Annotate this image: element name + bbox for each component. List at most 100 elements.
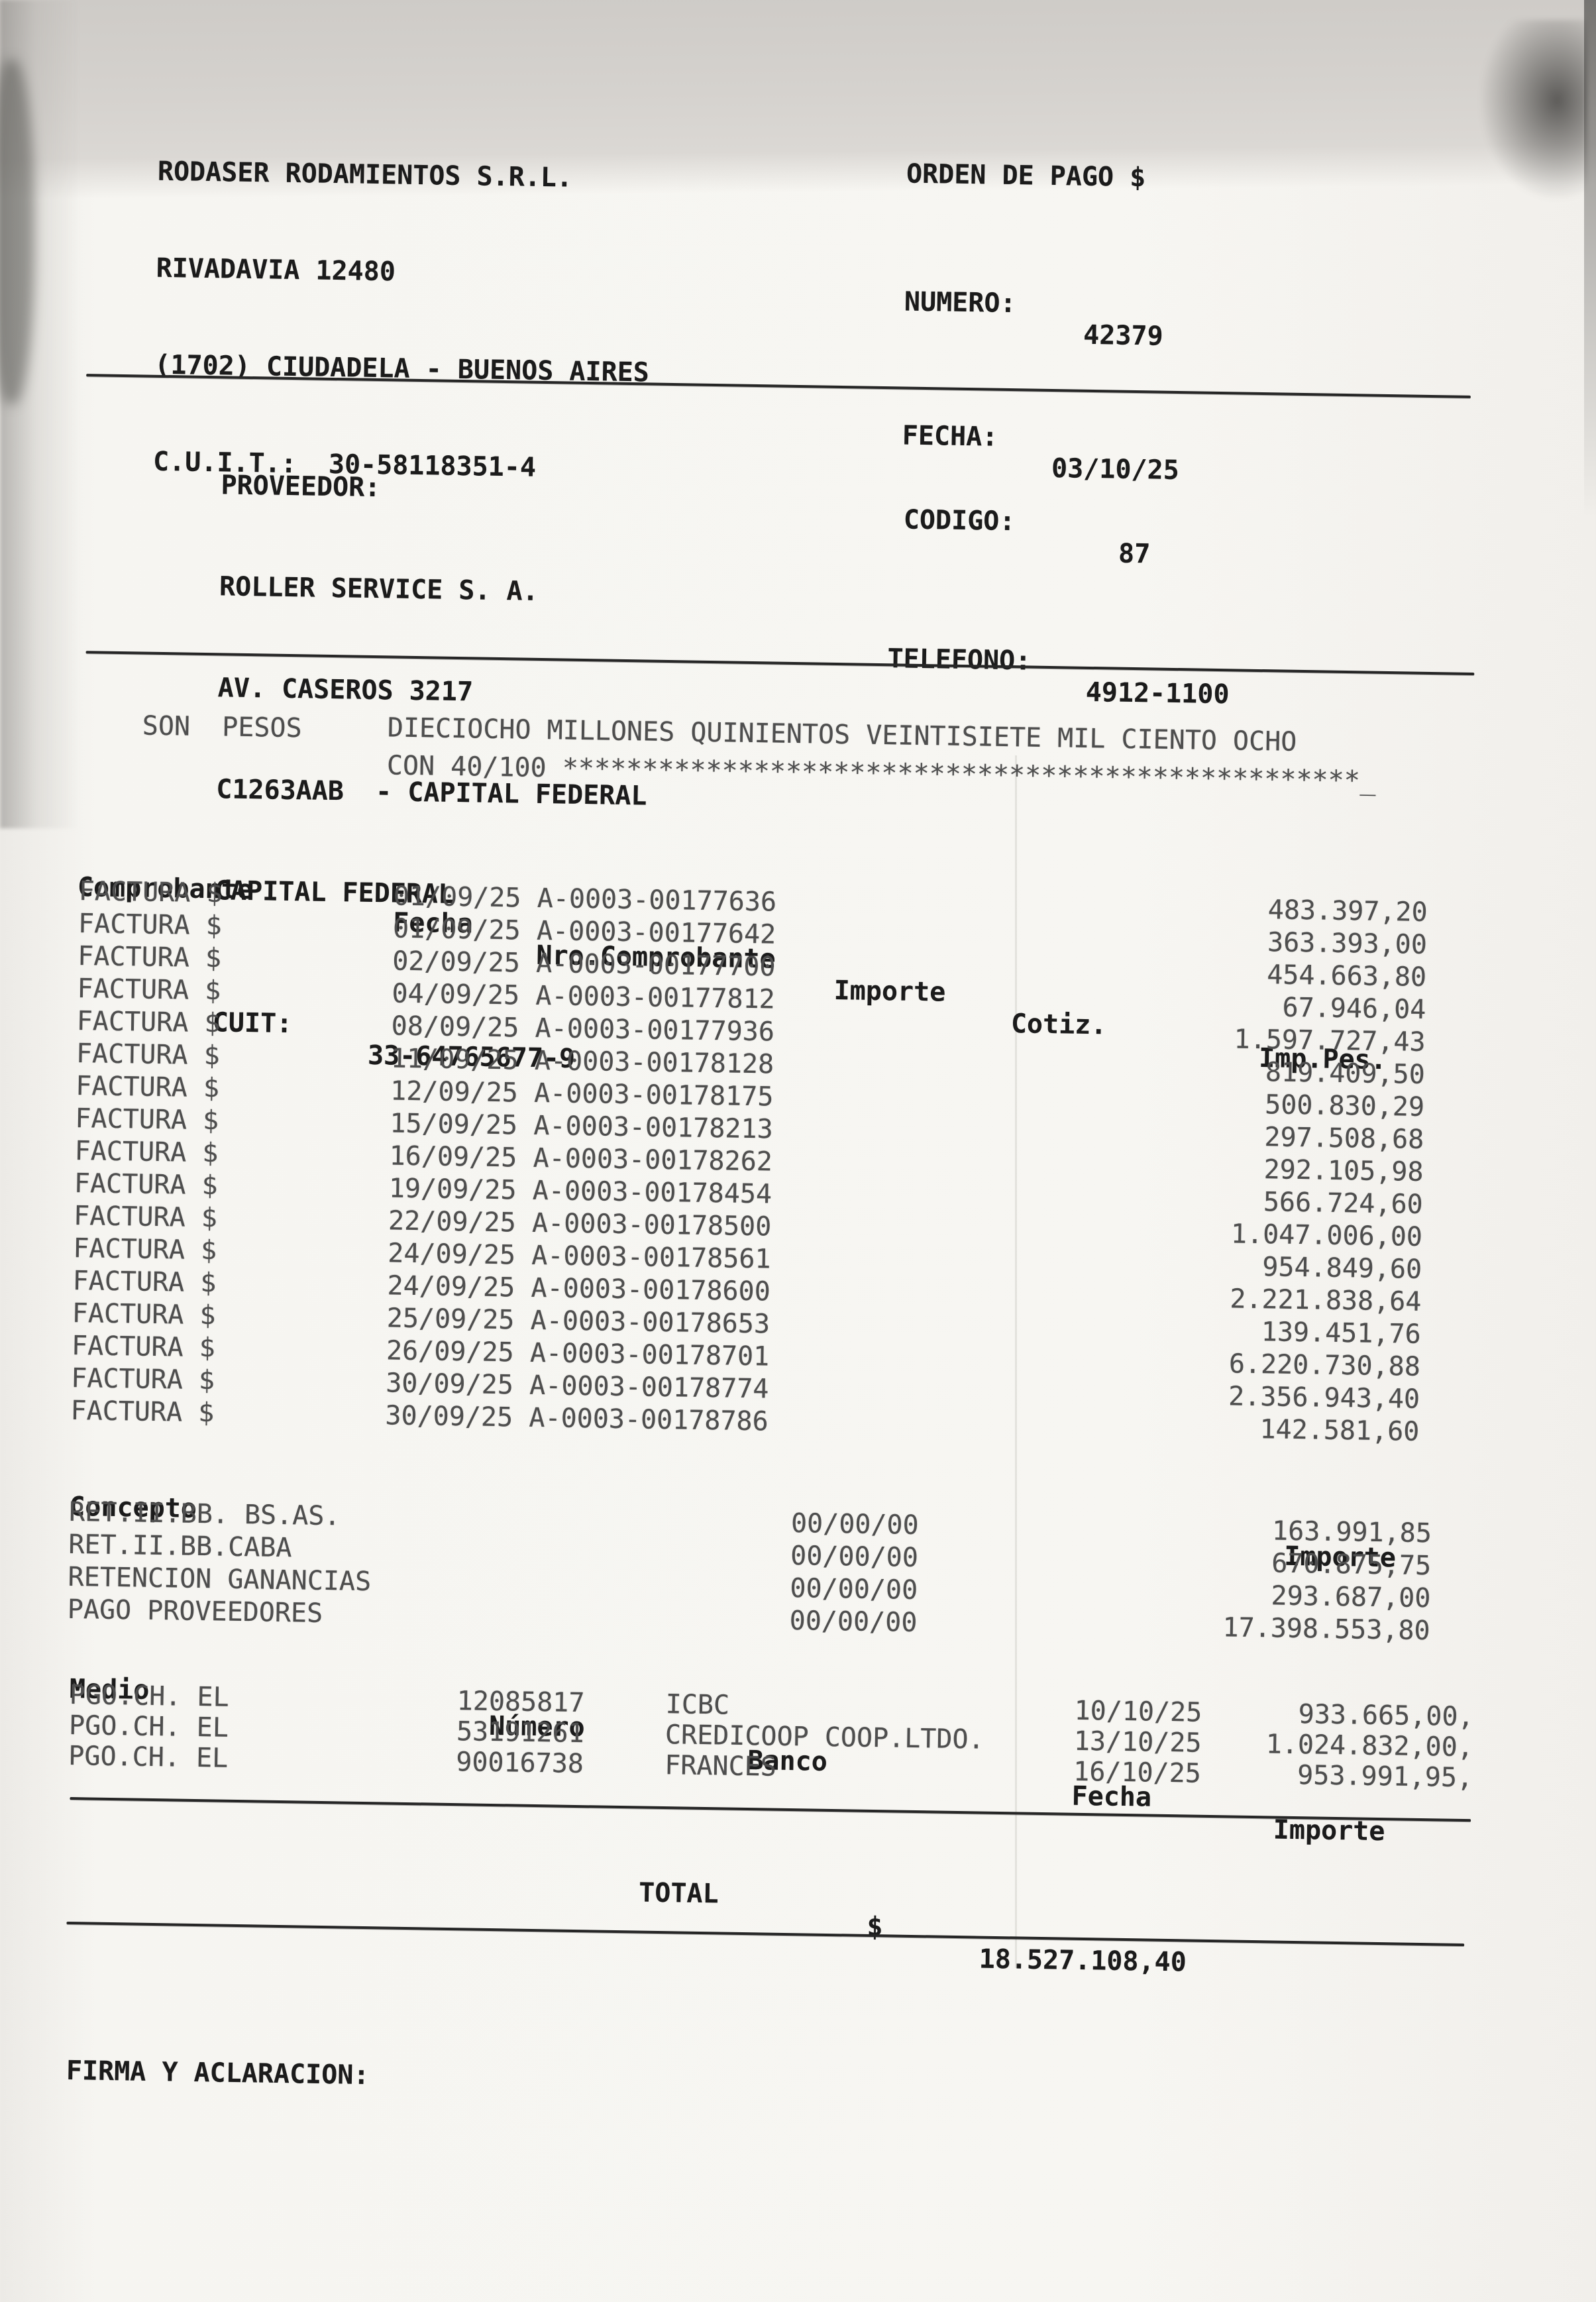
comprobante-tipo: FACTURA $ — [70, 1362, 215, 1396]
comprobante-tipo: FACTURA $ — [76, 1038, 221, 1071]
comprobante-imp-pes: 819.409,50 — [1265, 1057, 1426, 1090]
proveedor-code-label: CODIGO: — [903, 504, 1016, 537]
issuer-address: RIVADAVIA 12480 — [156, 252, 396, 288]
amount-words-prefix: SON PESOS — [142, 710, 302, 744]
comprobante-imp-pes: 139.451,76 — [1261, 1317, 1421, 1350]
order-number-value: 42379 — [1083, 319, 1164, 352]
issuer-city: (1702) CIUDADELA - BUENOS AIRES — [154, 349, 650, 388]
comprobante-tipo: FACTURA $ — [71, 1330, 216, 1364]
concepto-importe: 293.687,00 — [1271, 1580, 1431, 1614]
comprobante-fecha: 25/09/25 — [386, 1303, 515, 1336]
medio-numero: 53191261 — [456, 1716, 585, 1749]
comprobante-fecha: 12/09/25 — [390, 1075, 519, 1109]
comprobante-fecha: 19/09/25 — [388, 1173, 517, 1206]
comprobante-tipo: FACTURA $ — [77, 941, 222, 974]
order-number-label: NUMERO: — [904, 286, 1016, 319]
concepto-label: RET.II.BB.CABA — [68, 1529, 292, 1564]
comprobante-nro: A-0003-00178600 — [531, 1272, 771, 1307]
comprobante-fecha: 30/09/25 — [385, 1368, 514, 1401]
comprobante-nro: A-0003-00178262 — [533, 1142, 773, 1178]
comprobante-tipo: FACTURA $ — [73, 1233, 217, 1266]
comprobante-tipo: FACTURA $ — [75, 1070, 220, 1104]
comprobante-nro: A-0003-00177700 — [535, 948, 776, 983]
total-currency-symbol: $ — [867, 1911, 883, 1943]
concepto-label: PAGO PROVEEDORES — [67, 1594, 323, 1629]
comprobante-imp-pes: 500.830,29 — [1264, 1089, 1425, 1123]
comprobante-imp-pes: 1.047.006,00 — [1230, 1219, 1423, 1252]
comprobante-imp-pes: 566.724,60 — [1263, 1187, 1424, 1220]
comprobante-tipo: FACTURA $ — [74, 1135, 219, 1169]
comprobante-nro: A-0003-00178175 — [533, 1077, 774, 1113]
comprobante-tipo: FACTURA $ — [75, 1103, 219, 1136]
amount-words-line2: CON 40/100 *****************************… — [386, 750, 1377, 796]
comprobante-nro: A-0003-00177636 — [537, 883, 777, 918]
comprobante-imp-pes: 954.849,60 — [1262, 1252, 1422, 1285]
comprobante-fecha: 04/09/25 — [392, 978, 520, 1011]
comprobante-nro: A-0003-00178500 — [531, 1207, 772, 1242]
medio-banco: FRANCES — [664, 1750, 777, 1782]
medio-tipo: PGO.CH. EL — [68, 1710, 229, 1743]
proveedor-code-line: CODIGO: 87 — [902, 474, 1434, 605]
concepto-fecha: 00/00/00 — [790, 1541, 919, 1574]
comprobante-fecha: 01/09/25 — [393, 881, 521, 914]
proveedor-phone-label: TELEFONO: — [887, 643, 1032, 677]
concepto-importe: 670.875,75 — [1271, 1548, 1432, 1582]
comprobante-imp-pes: 2.221.838,64 — [1230, 1284, 1422, 1317]
scan-top-right-smudge — [1481, 20, 1587, 199]
comprobante-tipo: FACTURA $ — [72, 1265, 217, 1299]
comprobante-fecha: 24/09/25 — [387, 1270, 515, 1303]
comprobante-imp-pes: 483.397,20 — [1267, 895, 1428, 928]
comprobante-tipo: FACTURA $ — [78, 908, 223, 942]
comprobante-imp-pes: 363.393,00 — [1267, 927, 1428, 961]
scan-left-dark-smudge — [0, 60, 34, 404]
comprobante-nro: A-0003-00178454 — [532, 1175, 772, 1210]
comprobante-imp-pes: 142.581,60 — [1259, 1414, 1420, 1447]
comprobantes-rows: FACTURA $ 01/09/25 A-0003-00177636 483.397,… — [0, 875, 1582, 1452]
medio-numero: 12085817 — [456, 1686, 585, 1719]
comprobante-nro: A-0003-00177936 — [535, 1013, 775, 1048]
medio-importe: 1.024.832,00, — [1265, 1729, 1474, 1763]
comprobante-nro: A-0003-00178701 — [529, 1337, 770, 1372]
comprobante-imp-pes: 67.946,04 — [1282, 992, 1426, 1025]
medio-banco: ICBC — [665, 1689, 730, 1721]
order-date-label: FECHA: — [902, 420, 998, 453]
proveedor-section-label: PROVEEDOR: — [221, 470, 381, 504]
comprobante-tipo: FACTURA $ — [73, 1200, 218, 1234]
order-block: ORDEN DE PAGO $ NUMERO: 42379 FECHA: 03/… — [902, 98, 1503, 486]
medio-banco: CREDICOOP COOP.LTDO. — [665, 1720, 984, 1755]
comprobante-fecha: 11/09/25 — [390, 1043, 519, 1076]
comprobante-nro: A-0003-00178128 — [534, 1045, 774, 1080]
comprobante-nro: A-0003-00177642 — [536, 915, 776, 950]
medio-tipo: PGO.CH. EL — [68, 1740, 229, 1774]
comprobante-tipo: FACTURA $ — [70, 1395, 215, 1429]
comprobante-nro: A-0003-00178786 — [529, 1402, 769, 1437]
paper-fold-crease — [1015, 755, 1017, 1968]
conceptos-rows: RET.II.BB. BS.AS. 00/00/00 163.991,85 RET.I… — [0, 1496, 1572, 1651]
comprobante-tipo: FACTURA $ — [76, 1006, 221, 1039]
total-amount: 18.527.108,40 — [979, 1944, 1187, 1978]
comprobante-fecha: 22/09/25 — [388, 1205, 517, 1238]
medio-importe: 933.665,00, — [1298, 1699, 1474, 1733]
comprobante-imp-pes: 297.508,68 — [1264, 1122, 1424, 1155]
comprobante-imp-pes: 454.663,80 — [1266, 959, 1427, 993]
scan-left-smudge — [0, 0, 80, 828]
comprobante-tipo: FACTURA $ — [72, 1297, 216, 1331]
concepto-label: RET.II.BB. BS.AS. — [68, 1496, 341, 1532]
comprobante-fecha: 30/09/25 — [385, 1400, 513, 1433]
total-label: TOTAL — [638, 1877, 719, 1910]
concepto-importe: 163.991,85 — [1271, 1515, 1432, 1549]
order-number-line: NUMERO: 42379 — [904, 256, 1501, 351]
comprobante-imp-pes: 2.356.943,40 — [1228, 1381, 1420, 1415]
proveedor-code-value: 87 — [1118, 538, 1151, 570]
medio-tipo: PGO.CH. EL — [69, 1679, 229, 1713]
comprobante-fecha: 08/09/25 — [391, 1011, 519, 1044]
medio-importe: 953.991,95, — [1297, 1760, 1473, 1794]
medio-numero: 90016738 — [455, 1747, 584, 1780]
concepto-fecha: 00/00/00 — [789, 1606, 918, 1639]
concepto-label: RETENCION GANANCIAS — [68, 1561, 372, 1598]
comprobante-tipo: FACTURA $ — [77, 973, 221, 1007]
comprobante-nro: A-0003-00178561 — [531, 1240, 771, 1275]
comprobante-imp-pes: 1.597.727,43 — [1234, 1024, 1426, 1058]
